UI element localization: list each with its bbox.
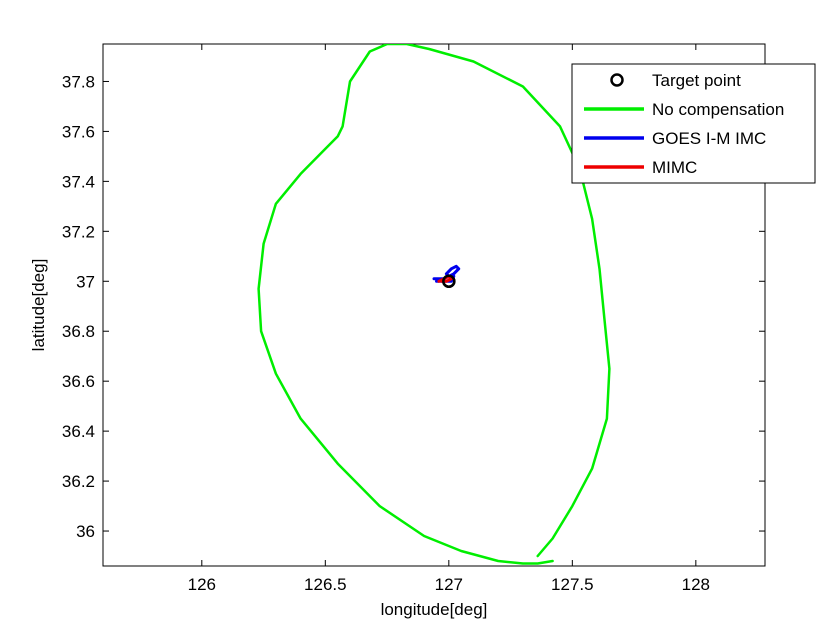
y-axis: 36 36.2 36.4 36.6 36.8 37 37.2 37.4 37.6 37.8 [62, 72, 765, 541]
x-axis-label: longitude[deg] [381, 600, 488, 619]
y-tick-label: 36.6 [62, 372, 95, 391]
legend-no-compensation-label: No compensation [652, 100, 784, 119]
legend-target-point-label: Target point [652, 71, 741, 90]
x-axis: 126 126.5 127 127.5 128 [188, 44, 710, 594]
target-point-marker-top [442, 274, 456, 289]
y-tick-label: 37.6 [62, 122, 95, 141]
legend-mimc-label: MIMC [652, 158, 697, 177]
y-axis-label: latitude[deg] [29, 259, 48, 352]
goes-i-m-imc-line [432, 264, 461, 283]
x-tick-label: 127 [435, 575, 463, 594]
y-tick-label: 36.4 [62, 422, 95, 441]
x-tick-label: 126.5 [304, 575, 347, 594]
x-tick-label: 127.5 [551, 575, 594, 594]
legend-target-point-swatch [610, 73, 624, 87]
y-tick-label: 36.8 [62, 322, 95, 341]
y-tick-label: 36.2 [62, 472, 95, 491]
legend: Target point No compensation GOES I-M IMC M… [571, 63, 816, 184]
x-tick-label: 126 [188, 575, 216, 594]
y-tick-label: 37 [76, 272, 95, 291]
legend-goes-i-m-imc-label: GOES I-M IMC [652, 129, 766, 148]
series-group [257, 44, 611, 565]
y-tick-label: 37.2 [62, 222, 95, 241]
y-tick-label: 37.8 [62, 72, 95, 91]
x-tick-label: 128 [682, 575, 710, 594]
no-compensation-line [257, 44, 611, 565]
y-tick-label: 37.4 [62, 172, 95, 191]
y-tick-label: 36 [76, 522, 95, 541]
